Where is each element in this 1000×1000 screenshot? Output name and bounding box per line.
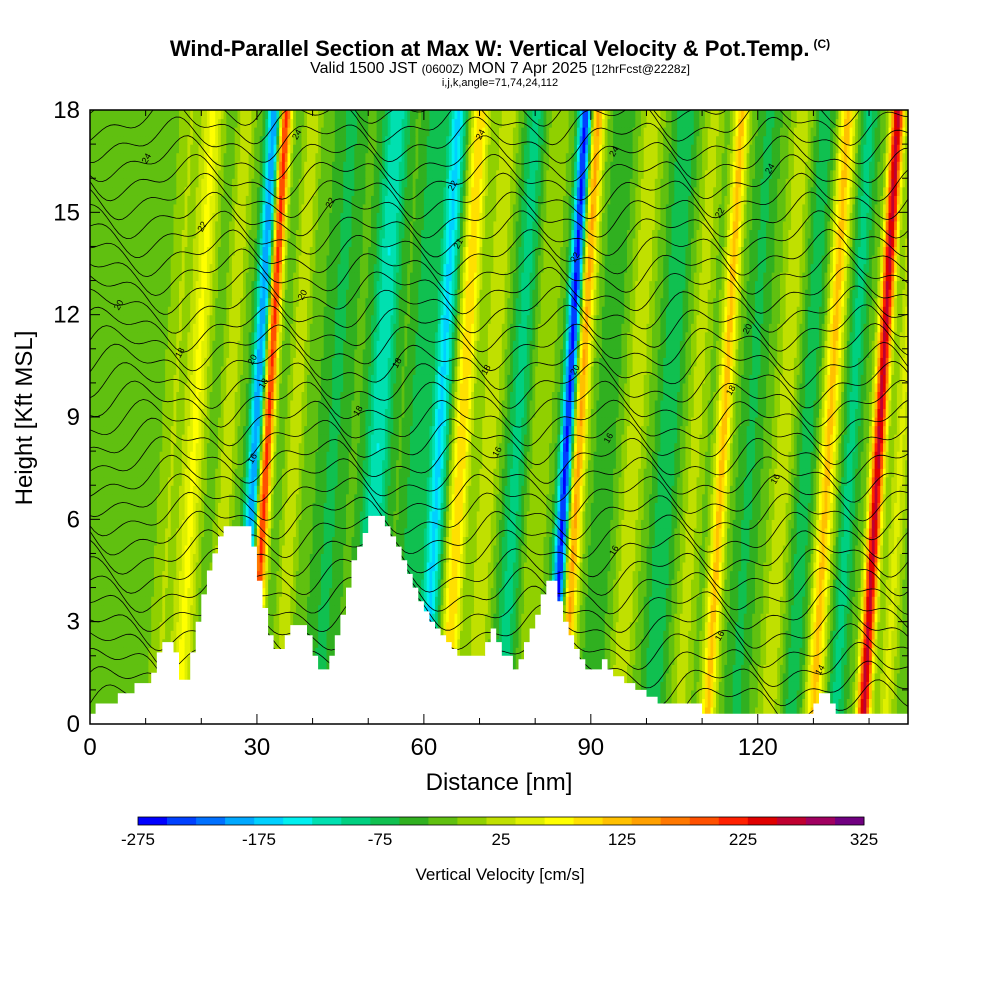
- colorbar-swatch: [312, 817, 342, 825]
- colorbar-tick-label: 125: [608, 830, 636, 849]
- x-tick-label: 90: [577, 734, 604, 761]
- y-tick-label: 12: [53, 302, 80, 329]
- colorbar-tick-label: 225: [729, 830, 757, 849]
- colorbar-swatch: [747, 817, 778, 825]
- colorbar-swatch: [138, 817, 168, 825]
- colorbar-swatch: [283, 817, 313, 825]
- y-tick-label: 18: [53, 97, 80, 124]
- y-axis-label: Height [Kft MSL]: [11, 331, 38, 506]
- y-tick-label: 3: [67, 609, 80, 636]
- colorbar-swatch: [515, 817, 545, 825]
- colorbar-swatch: [399, 817, 429, 825]
- colorbar-swatch: [428, 817, 458, 825]
- colorbar-swatch: [805, 817, 836, 825]
- y-tick-label: 15: [53, 199, 80, 226]
- colorbar-swatch: [544, 817, 575, 825]
- colorbar-swatch: [602, 817, 633, 825]
- colorbar-tick-label: 325: [850, 830, 878, 849]
- colorbar: -275 -175 -75 25 125 225 325: [121, 816, 878, 849]
- y-tick-label: 0: [67, 711, 80, 738]
- colorbar-label: Vertical Velocity [cm/s]: [415, 865, 584, 884]
- colorbar-swatch: [457, 817, 487, 825]
- colorbar-swatch: [196, 817, 226, 825]
- x-tick-label: 60: [411, 734, 438, 761]
- x-tick-label: 0: [83, 734, 96, 761]
- colorbar-swatch: [573, 817, 604, 825]
- y-tick-label: 9: [67, 404, 80, 431]
- colorbar-swatch: [370, 817, 400, 825]
- colorbar-swatch: [835, 817, 865, 825]
- colorbar-swatch: [660, 817, 691, 825]
- theta-contour-line: [90, 61, 908, 108]
- colorbar-tick-label: -175: [242, 830, 276, 849]
- colorbar-swatch: [776, 817, 807, 825]
- colorbar-swatch: [718, 817, 749, 825]
- colorbar-swatch: [254, 817, 284, 825]
- colorbar-swatch: [167, 817, 197, 825]
- colorbar-tick-label: -75: [368, 830, 393, 849]
- x-tick-label: 30: [244, 734, 271, 761]
- colorbar-swatch: [689, 817, 720, 825]
- colorbar-swatch: [225, 817, 255, 825]
- colorbar-swatch: [486, 817, 516, 825]
- colorbar-tick-label: 25: [492, 830, 511, 849]
- x-axis-label: Distance [nm]: [426, 769, 573, 796]
- colorbar-swatch: [341, 817, 371, 825]
- y-tick-label: 6: [67, 506, 80, 533]
- x-tick-label: 120: [738, 734, 778, 761]
- colorbar-tick-label: -275: [121, 830, 155, 849]
- colorbar-swatch: [631, 817, 662, 825]
